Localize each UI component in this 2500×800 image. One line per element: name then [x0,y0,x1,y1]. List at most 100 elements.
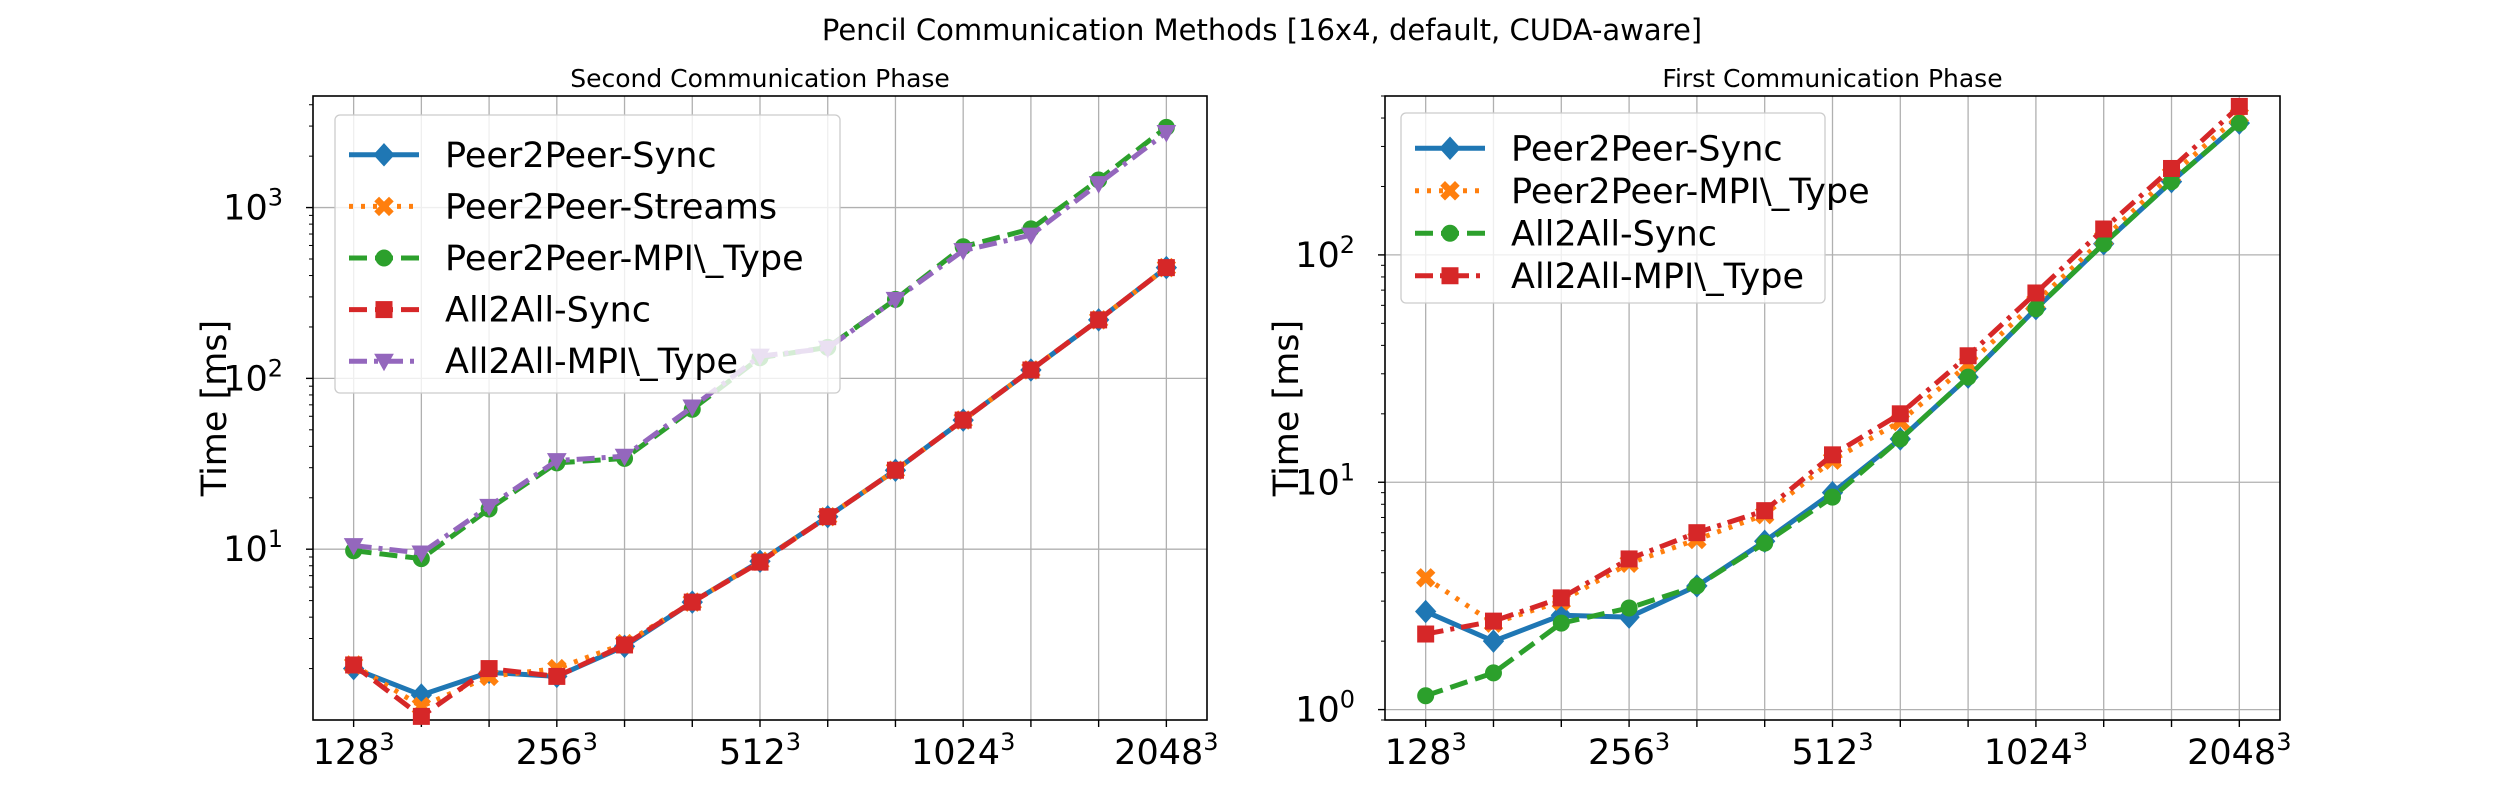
legend-marker [373,143,395,167]
data-point [1022,361,1040,379]
x-tick-label: 1283 [1385,728,1467,773]
data-point [2095,235,2113,253]
legend-marker [1439,136,1461,160]
figure-suptitle: Pencil Communication Methods [16x4, defa… [822,13,1702,47]
legend-marker [375,249,393,267]
data-point [682,399,703,418]
data-point [1482,629,1505,653]
y-tick-label: 101 [223,525,283,570]
data-point [1417,687,1435,705]
data-point [1620,599,1638,617]
legend-entry: Peer2Peer-Streams [349,187,777,227]
data-point [1552,589,1570,607]
data-point [1824,446,1841,464]
data-point [2095,220,2113,238]
data-point [683,593,701,611]
data-point [1620,550,1638,568]
y-tick-label: 100 [1295,686,1355,731]
legend-marker [375,301,393,319]
legend-entry: All2All-MPI\_Type [349,342,738,382]
data-point [1417,625,1435,643]
series-all2all-sync [345,259,1175,725]
legend-label: Peer2Peer-Sync [445,136,717,176]
plot-second-communication-phase: Second Communication Phase Time [ms] 1283 2… [195,64,1219,773]
data-point [1688,577,1706,595]
legend-marker [1441,267,1459,285]
legend-entry: All2All-MPI\_Type [1415,257,1804,297]
legend: Peer2Peer-Sync Peer2Peer-Streams Peer2Peer… [334,114,841,394]
data-point [411,545,432,564]
data-point [1484,612,1502,630]
data-point [2230,97,2248,115]
legend-label: All2All-Sync [1511,214,1717,254]
legend-marker [374,196,394,217]
data-point [954,411,972,429]
legend-marker [1440,181,1460,201]
legend-label: Peer2Peer-Sync [1511,129,1783,169]
x-tick-label: 10243 [1984,728,2088,773]
data-point [1756,534,1774,552]
x-tick-label: 20483 [2187,728,2291,773]
data-point [1484,664,1502,682]
x-tick-label: 20483 [1114,728,1218,773]
data-point [1415,599,1437,624]
x-tick-label: 10243 [911,728,1015,773]
data-point [885,291,906,310]
data-point [1688,524,1706,542]
data-point [1959,347,1977,365]
data-point [751,553,769,571]
data-point [1756,502,1774,520]
data-point [886,461,904,479]
data-point [1891,405,1909,423]
data-point [546,453,567,471]
data-point [953,243,974,261]
data-point [1824,488,1841,506]
legend-label: All2All-MPI\_Type [445,342,738,382]
data-point [1156,125,1177,143]
y-tick-label: 101 [1295,458,1355,503]
plot-title: Second Communication Phase [570,64,950,93]
legend-label: All2All-Sync [445,291,651,331]
data-point [819,508,837,526]
legend-label: Peer2Peer-MPI\_Type [1511,172,1870,212]
legend-entry: All2All-Sync [349,291,651,331]
x-tick-label: 5123 [719,728,801,773]
data-point [2230,114,2248,132]
y-axis-label: Time [ms] [195,320,235,497]
plot-title: First Communication Phase [1662,64,2002,93]
data-point [614,448,635,467]
data-point [479,498,499,517]
data-point [548,667,566,685]
legend-entry: Peer2Peer-Sync [349,136,717,176]
legend: Peer2Peer-SyncPeer2Peer-MPI\_TypeAll2All… [1400,112,1870,304]
data-point [1552,614,1570,632]
data-point [343,538,364,556]
data-point [616,636,634,654]
legend-box [334,114,841,394]
y-tick-label: 103 [223,184,283,229]
data-point [1415,568,1436,588]
data-point [1959,368,1977,386]
y-tick-label: 102 [223,354,283,399]
y-axis-label: Time [ms] [1267,320,1307,497]
series-all2all-mpi-type [1417,97,2248,643]
legend-entry: Peer2Peer-MPI\_Type [1415,172,1870,212]
x-tick-label: 1283 [313,728,395,773]
data-point [2027,284,2045,302]
data-point [1090,311,1108,329]
data-point [2163,159,2181,177]
legend-entry: Peer2Peer-MPI\_Type [349,239,804,279]
legend-box [1400,112,1826,304]
series-all2all-sync [1417,114,2248,705]
legend-marker [374,353,394,372]
x-tick-label: 2563 [1588,728,1670,773]
data-point [1021,227,1041,246]
y-tick-label: 102 [1295,231,1355,276]
legend-entry: Peer2Peer-Sync [1415,129,1783,169]
data-point [1157,259,1175,277]
data-point [1088,176,1109,194]
legend-label: All2All-MPI\_Type [1511,257,1804,297]
data-point [480,660,498,678]
legend-entry: All2All-Sync [1415,214,1717,254]
